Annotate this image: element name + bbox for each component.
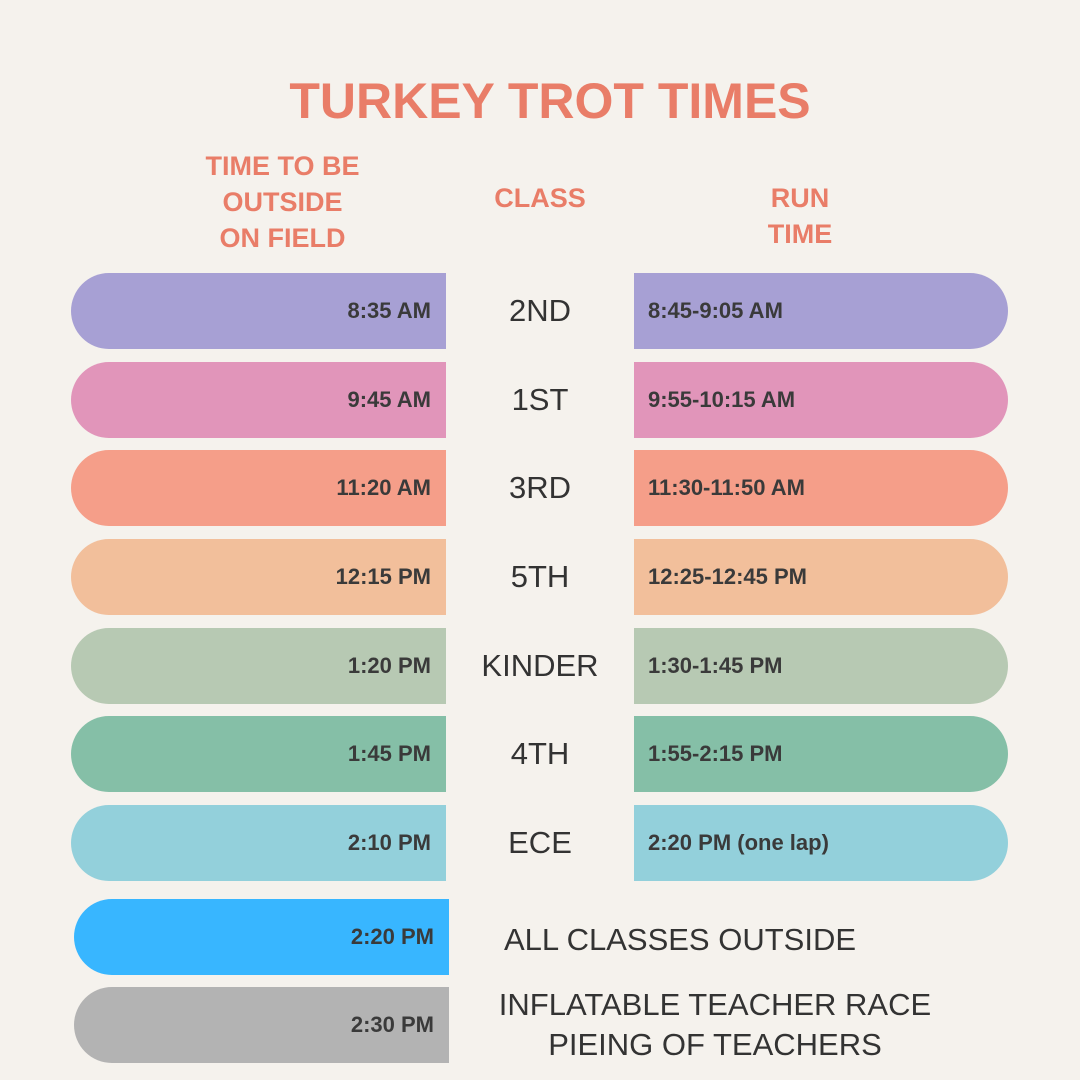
outside-time: 9:45 AM [347, 387, 431, 412]
run-time: 12:25-12:45 PM [648, 564, 807, 589]
outside-time: 2:10 PM [347, 830, 431, 855]
run-time: 8:45-9:05 AM [648, 298, 783, 323]
run-time: 1:30-1:45 PM [648, 653, 783, 678]
header-class: CLASS [494, 183, 586, 213]
event-time: 2:20 PM [350, 924, 434, 949]
run-time: 2:20 PM (one lap) [648, 830, 829, 855]
header-outside-time: TIME TO BE OUTSIDE ON FIELD [205, 151, 360, 253]
outside-time-pill: 1:45 PM [71, 716, 446, 792]
event-time-pill: 2:20 PM [74, 899, 449, 975]
run-time-pill: 2:20 PM (one lap) [634, 805, 1008, 881]
page-title: TURKEY TROT TIMES [289, 73, 811, 129]
class-name: 5TH [510, 559, 570, 594]
run-time-pill: 8:45-9:05 AM [634, 273, 1008, 349]
outside-time: 11:20 AM [336, 475, 431, 500]
header-run-time: RUN TIME [767, 183, 833, 249]
outside-time: 8:35 AM [347, 298, 431, 323]
run-time-pill: 9:55-10:15 AM [634, 362, 1008, 438]
run-time-pill: 12:25-12:45 PM [634, 539, 1008, 615]
event-time-pill: 2:30 PM [74, 987, 449, 1063]
run-time-pill: 11:30-11:50 AM [634, 450, 1008, 526]
event-time: 2:30 PM [350, 1012, 434, 1037]
event-description: INFLATABLE TEACHER RACE PIEING OF TEACHE… [498, 987, 932, 1062]
outside-time-pill: 8:35 AM [71, 273, 446, 349]
class-name: KINDER [481, 648, 599, 683]
run-time: 9:55-10:15 AM [648, 387, 796, 412]
run-time: 1:55-2:15 PM [648, 741, 783, 766]
class-name: ECE [508, 825, 572, 860]
outside-time-pill: 1:20 PM [71, 628, 446, 704]
outside-time: 1:20 PM [347, 653, 431, 678]
class-name: 2ND [508, 293, 571, 328]
run-time-pill: 1:30-1:45 PM [634, 628, 1008, 704]
outside-time: 1:45 PM [347, 741, 431, 766]
outside-time-pill: 2:10 PM [71, 805, 446, 881]
outside-time-pill: 9:45 AM [71, 362, 446, 438]
outside-time: 12:15 PM [335, 564, 431, 589]
class-name: 4TH [510, 736, 570, 771]
outside-time-pill: 12:15 PM [71, 539, 446, 615]
run-time-pill: 1:55-2:15 PM [634, 716, 1008, 792]
class-name: 1ST [511, 382, 569, 417]
run-time: 11:30-11:50 AM [648, 475, 805, 500]
class-name: 3RD [508, 470, 571, 505]
event-description: ALL CLASSES OUTSIDE [503, 922, 857, 957]
outside-time-pill: 11:20 AM [71, 450, 446, 526]
